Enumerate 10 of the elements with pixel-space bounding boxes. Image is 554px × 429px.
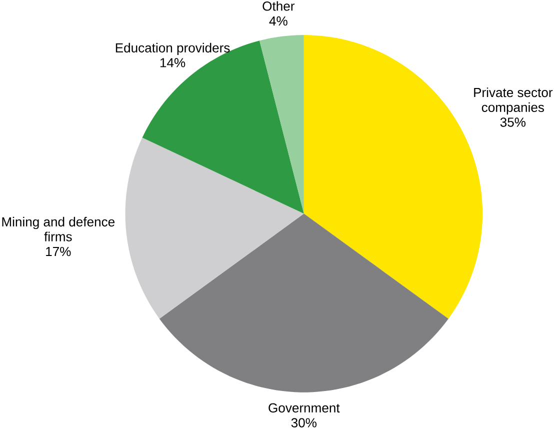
data-label: 14% <box>160 58 186 68</box>
data-label: 35% <box>500 118 526 128</box>
slice-label: Government <box>268 404 340 413</box>
slice-label: Education providers <box>116 43 230 56</box>
data-label: 17% <box>46 247 71 256</box>
slice-label: Private sector companies <box>474 88 553 115</box>
slice-label: Mining and defence firms <box>2 217 115 242</box>
data-label: 30% <box>291 418 316 428</box>
slice-label: Other <box>262 1 295 11</box>
data-label: 4% <box>269 16 288 26</box>
